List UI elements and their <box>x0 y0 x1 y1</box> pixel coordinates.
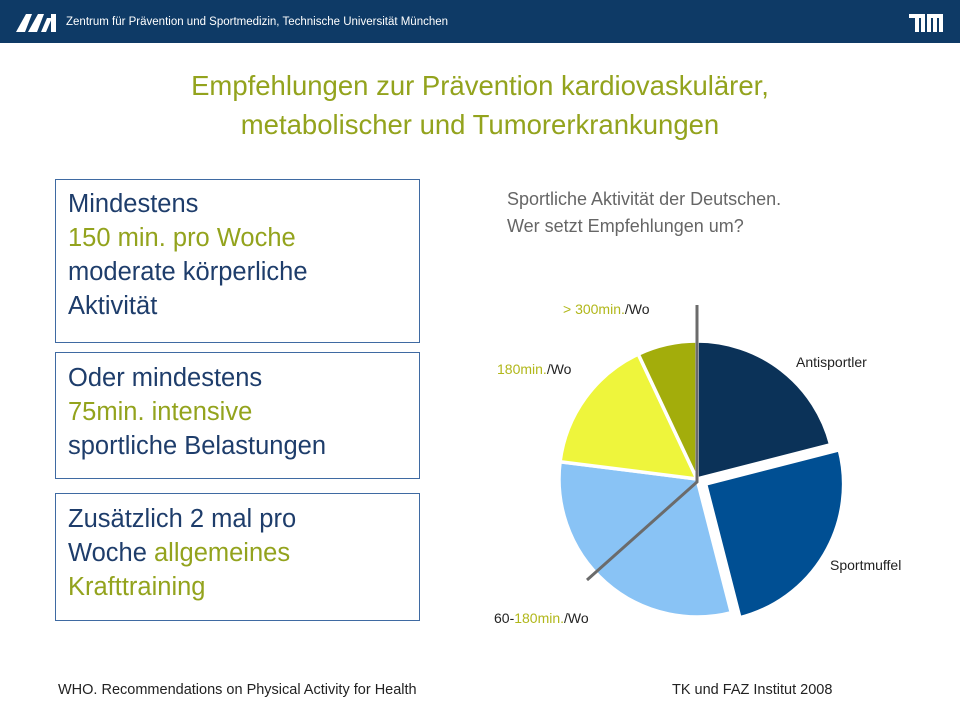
title-line-1: Empfehlungen zur Prävention kardiovaskul… <box>191 70 769 101</box>
pie-slice-sportmuffel <box>703 448 846 620</box>
recommendation-box-intensive: Oder mindestens 75min. intensive sportli… <box>55 352 420 479</box>
label-sportmuffel: Sportmuffel <box>830 557 902 573</box>
pie-slice-60-180min-wo <box>557 459 734 619</box>
label-antisportler: Antisportler <box>796 354 867 370</box>
box1-line-3: moderate körperliche <box>68 258 308 286</box>
tum-logo-icon <box>909 14 943 32</box>
label-300min-a: > 300min. <box>563 301 625 317</box>
box3-line-2: Woche allgemeines <box>68 536 407 570</box>
ari-logo-icon <box>16 14 56 32</box>
box3-line-2a: Woche <box>68 539 154 567</box>
slide-title: Empfehlungen zur Prävention kardiovaskul… <box>0 66 960 144</box>
source-tk-faz: TK und FAZ Institut 2008 <box>672 682 833 698</box>
recommendation-threshold-line <box>586 305 699 582</box>
recommendation-box-moderate: Mindestens 150 min. pro Woche moderate k… <box>55 179 420 343</box>
subtitle-line-2: Wer setzt Empfehlungen um? <box>507 216 744 236</box>
box3-line-2b: allgemeines <box>154 539 291 567</box>
header-bar: Zentrum für Prävention und Sportmedizin,… <box>0 0 960 43</box>
box1-line-1: Mindestens <box>68 190 199 218</box>
subtitle-line-1: Sportliche Aktivität der Deutschen. <box>507 189 782 209</box>
box1-line-4: Aktivität <box>68 292 158 320</box>
box1-line-2: 150 min. pro Woche <box>68 224 296 252</box>
title-line-2: metabolischer und Tumorerkrankungen <box>240 109 720 140</box>
label-60-b: 180min. <box>514 610 565 626</box>
box2-line-1: Oder mindestens <box>68 364 263 392</box>
label-60-180min: 60-180min./Wo <box>494 610 589 626</box>
label-60-a: 60- <box>494 610 515 626</box>
label-300min-b: /Wo <box>624 301 650 317</box>
box3-line-3: Krafttraining <box>68 573 206 601</box>
box2-line-3: sportliche Belastungen <box>68 432 327 460</box>
institution-name: Zentrum für Prävention und Sportmedizin,… <box>66 16 449 28</box>
chart-subtitle: Sportliche Aktivität der Deutschen. Wer … <box>507 186 781 240</box>
label-300min: > 300min./Wo <box>563 301 650 317</box>
box3-line-1: Zusätzlich 2 mal pro <box>68 505 297 533</box>
source-who: WHO. Recommendations on Physical Activit… <box>58 682 417 698</box>
label-60-c: /Wo <box>564 610 589 626</box>
pie-slice-180min-wo <box>558 352 699 481</box>
label-180min-a: 180min. <box>497 361 547 377</box>
label-180min-b: /Wo <box>546 361 572 377</box>
recommendation-box-strength: Zusätzlich 2 mal pro Woche allgemeines K… <box>55 493 420 621</box>
box2-line-2: 75min. intensive <box>68 398 253 426</box>
label-180min: 180min./Wo <box>497 361 571 377</box>
pie-slice-antisportler <box>695 339 833 481</box>
